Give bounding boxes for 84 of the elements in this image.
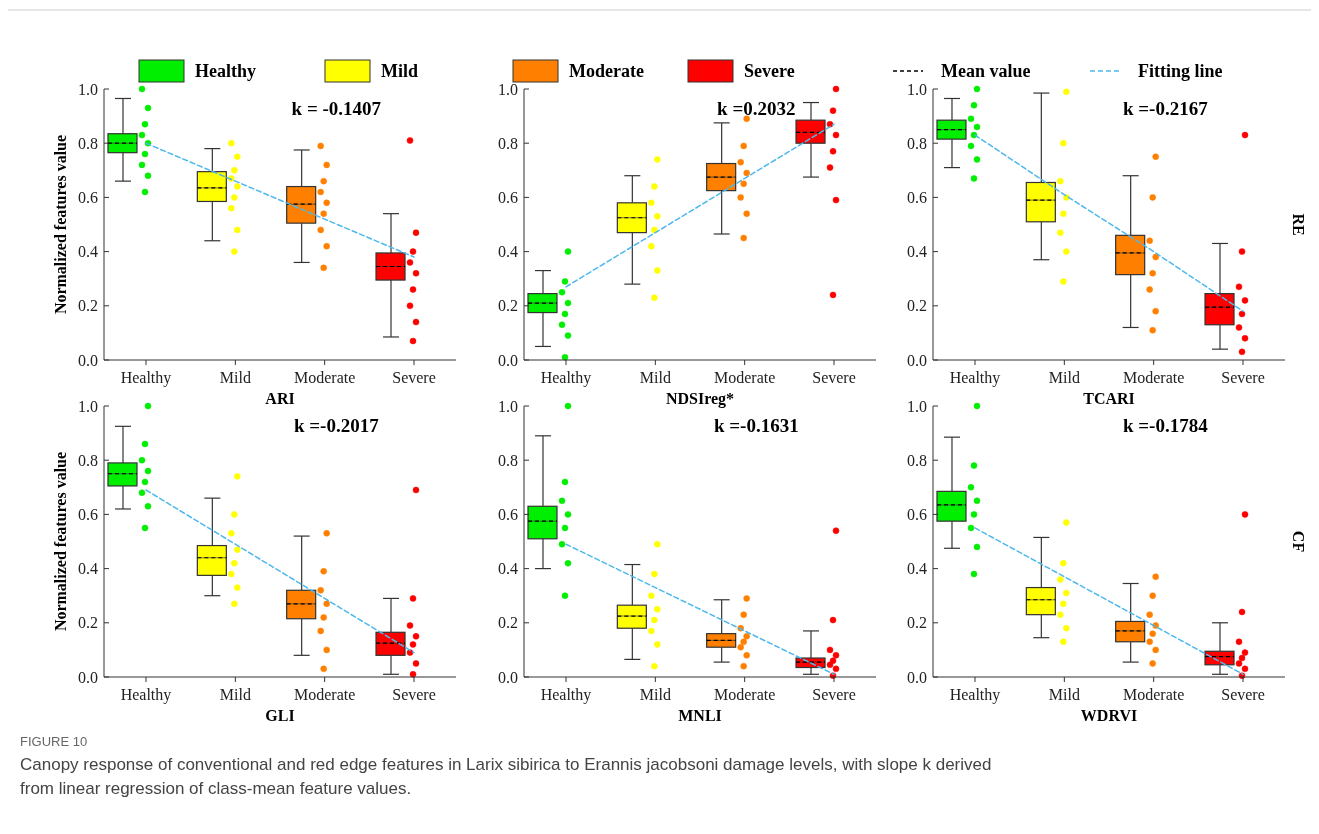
- x-axis-title: GLI: [265, 707, 295, 724]
- x-tick-label: Moderate: [294, 369, 356, 386]
- x-tick-label: Moderate: [1123, 686, 1185, 703]
- x-axis-title: NDSIreg*: [665, 390, 735, 408]
- y-tick-label: 0.8: [498, 451, 518, 469]
- y-tick-label: 0.6: [78, 189, 98, 206]
- x-tick-label: Healthy: [949, 369, 1001, 387]
- y-tick-label: 0.0: [498, 668, 518, 686]
- y-tick-label: 0.0: [498, 351, 518, 369]
- x-tick-label: Severe: [392, 369, 436, 386]
- y-tick-label: 0.6: [498, 189, 518, 206]
- y-tick-label: 0.8: [907, 134, 927, 152]
- category-label: Mild: [381, 61, 419, 82]
- y-tick-label: 0.6: [907, 189, 927, 206]
- x-tick-label: Mild: [639, 686, 671, 703]
- x-tick-label: Mild: [219, 369, 251, 386]
- y-tick-label: 0.2: [498, 614, 518, 632]
- y-tick-label: 0.4: [78, 243, 98, 261]
- y-tick-label: 0.0: [907, 668, 927, 686]
- y-tick-label: 0.4: [907, 560, 927, 578]
- y-tick-label: 0.4: [907, 243, 927, 261]
- annotation: k =0.2032: [717, 98, 796, 119]
- annotation: k =-0.2017: [293, 415, 380, 436]
- y-tick-label: 0.0: [78, 351, 98, 369]
- y-tick-label: 0.8: [907, 451, 927, 469]
- x-axis-title: WDRVI: [1080, 707, 1138, 724]
- y-tick-label: 1.0: [498, 80, 518, 98]
- y-tick-label: 0.6: [498, 506, 518, 523]
- x-tick-label: Severe: [1221, 686, 1265, 703]
- x-tick-label: Moderate: [714, 686, 776, 703]
- annotation: k =-0.1631: [713, 415, 799, 436]
- y-tick-label: 0.4: [78, 560, 98, 578]
- y-tick-label: 0.4: [498, 243, 518, 261]
- y2-axis-title: RE: [1290, 213, 1307, 236]
- annotation: k =-0.2167: [1122, 98, 1209, 119]
- y-tick-label: 0.2: [78, 297, 98, 315]
- annotation: k =-0.1784: [1122, 415, 1209, 436]
- y-axis-title: Normalized features value: [52, 134, 69, 315]
- x-tick-label: Mild: [1048, 686, 1080, 703]
- x-tick-label: Moderate: [1123, 369, 1185, 386]
- x-tick-label: Severe: [812, 369, 856, 386]
- category-label: Severe: [744, 61, 795, 82]
- y-tick-label: 0.2: [78, 614, 98, 632]
- x-axis-title: MNLI: [678, 707, 722, 724]
- x-tick-label: Mild: [639, 369, 671, 386]
- category-label: Healthy: [195, 61, 256, 82]
- x-tick-label: Moderate: [714, 369, 776, 386]
- x-tick-label: Healthy: [120, 369, 172, 387]
- x-tick-label: Severe: [392, 686, 436, 703]
- y2-axis-title: CF: [1290, 530, 1307, 553]
- y-tick-label: 0.0: [907, 351, 927, 369]
- x-tick-label: Healthy: [540, 686, 592, 704]
- y-tick-label: 1.0: [498, 397, 518, 415]
- x-tick-label: Mild: [219, 686, 251, 703]
- y-tick-label: 0.2: [907, 297, 927, 315]
- y-tick-label: 0.8: [78, 134, 98, 152]
- y-tick-label: 0.2: [907, 614, 927, 632]
- y-tick-label: 0.2: [498, 297, 518, 315]
- x-tick-label: Healthy: [949, 686, 1001, 704]
- category-label: Moderate: [569, 61, 644, 82]
- text: Mean value: [941, 61, 1031, 82]
- x-axis-title: TCARI: [1083, 390, 1135, 407]
- x-tick-label: Healthy: [120, 686, 172, 704]
- annotation: k = -0.1407: [291, 98, 382, 119]
- x-tick-label: Severe: [1221, 369, 1265, 386]
- text: Canopy response of conventional and red edge features in Larix sibirica to Erannis jacobsoni damage levels, with slope k derived from linear regression of class-mean feature values.: [20, 755, 992, 798]
- y-tick-label: 0.8: [78, 451, 98, 469]
- x-axis-title: ARI: [265, 390, 295, 407]
- caption: FIGURE 10: [20, 734, 88, 749]
- y-axis-title: Normalized features value: [52, 451, 69, 632]
- y-tick-label: 0.6: [907, 506, 927, 523]
- legend-label: Fitting line: [1138, 61, 1223, 82]
- x-tick-label: Healthy: [540, 369, 592, 387]
- y-tick-label: 0.8: [498, 134, 518, 152]
- y-tick-label: 1.0: [78, 397, 98, 415]
- y-tick-label: 0.6: [78, 506, 98, 523]
- x-tick-label: Mild: [1048, 369, 1080, 386]
- y-tick-label: 1.0: [907, 80, 927, 98]
- y-tick-label: 1.0: [907, 397, 927, 415]
- y-tick-label: 1.0: [78, 80, 98, 98]
- x-tick-label: Severe: [812, 686, 856, 703]
- y-tick-label: 0.4: [498, 560, 518, 578]
- x-tick-label: Moderate: [294, 686, 356, 703]
- y-tick-label: 0.0: [78, 668, 98, 686]
